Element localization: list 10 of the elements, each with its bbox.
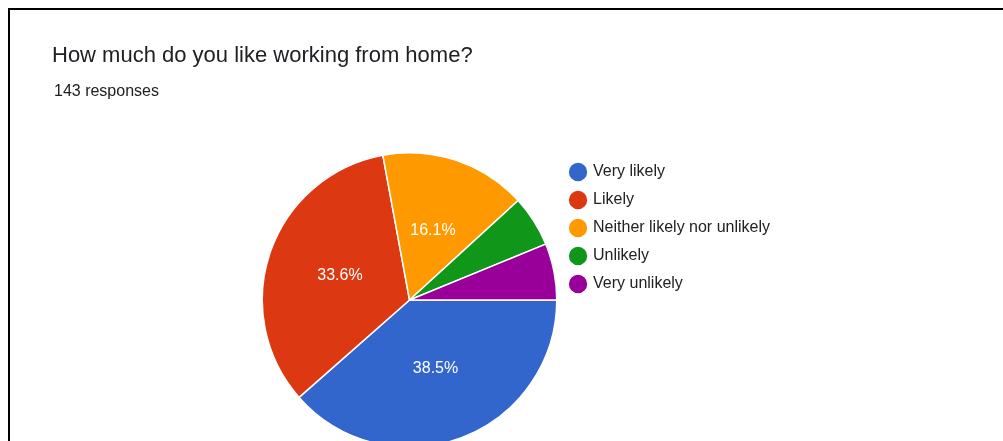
data-label: 33.6%: [317, 266, 363, 284]
data-label: 38.5%: [412, 359, 459, 377]
text: 143 responses: [54, 82, 159, 100]
legend-label: Neither likely nor unlikely: [593, 218, 771, 236]
legend-label: Likely: [593, 190, 634, 208]
legend-label: Very unlikely: [593, 274, 683, 292]
chart-title: How much do you like working from home?: [52, 42, 473, 68]
legend-label: Unlikely: [593, 246, 650, 264]
data-label: 16.1%: [410, 220, 456, 238]
legend-label: Very likely: [593, 162, 666, 180]
